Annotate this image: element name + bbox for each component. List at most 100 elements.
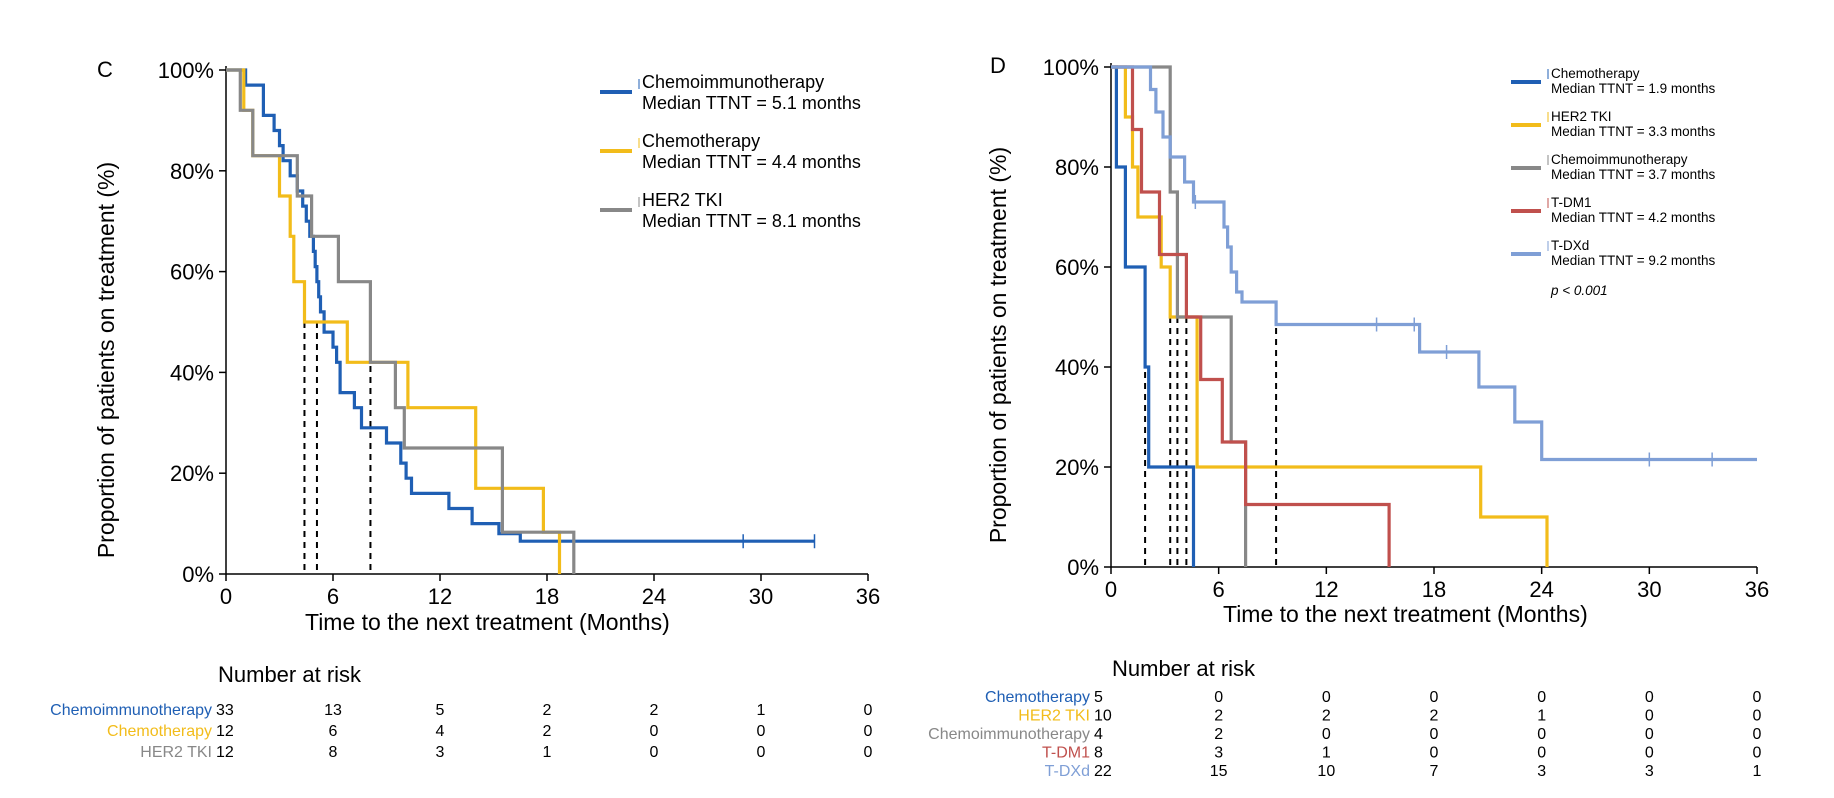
km-curve-chemotherapy: [226, 68, 562, 574]
risk-value: 0: [1430, 745, 1439, 762]
risk-table-title-d: Number at risk: [1112, 656, 1256, 681]
risk-value: 1: [757, 702, 766, 719]
y-tick-label: 40%: [1055, 355, 1099, 380]
km-curve-t-dxd: [1111, 65, 1757, 462]
risk-value: 2: [543, 723, 552, 740]
risk-row-label: HER2 TKI: [1018, 708, 1090, 725]
risk-value: 3: [1645, 763, 1654, 780]
risk-value: 6: [329, 723, 338, 740]
risk-row-label: Chemoimmunotherapy: [928, 726, 1090, 743]
risk-value: 0: [864, 744, 873, 761]
legend-label: Chemoimmunotherapy: [1551, 152, 1688, 167]
y-tick-label: 80%: [170, 159, 214, 184]
legend-label: HER2 TKI: [642, 190, 723, 210]
panel-label-d: D: [990, 53, 1006, 78]
risk-value: 0: [1753, 745, 1762, 762]
y-tick-label: 60%: [170, 260, 214, 285]
risk-value: 3: [1214, 745, 1223, 762]
plot-area-c: 0%20%40%60%80%100%0 6 12 18 24 30 36Chemoimmun…: [50, 58, 880, 761]
legend-median: Median TTNT = 1.9 months: [1551, 81, 1715, 96]
risk-row-label: T-DM1: [1042, 745, 1090, 762]
risk-value: 1: [543, 744, 552, 761]
legend-median: Median TTNT = 8.1 months: [642, 211, 861, 231]
risk-value: 2: [1214, 708, 1223, 725]
risk-value: 1: [1537, 708, 1546, 725]
risk-value: 0: [650, 723, 659, 740]
risk-value: 0: [1537, 745, 1546, 762]
risk-value: 1: [1753, 763, 1762, 780]
risk-value: 0: [650, 744, 659, 761]
risk-value: 0: [1753, 708, 1762, 725]
risk-value: 2: [543, 702, 552, 719]
y-tick-label: 100%: [158, 58, 214, 83]
x-tick-label: 24: [1529, 577, 1553, 602]
risk-value: 13: [324, 702, 342, 719]
y-axis-label-d: Proportion of patients on treatment (%): [985, 147, 1011, 543]
risk-value: 0: [1645, 689, 1654, 706]
risk-value: 2: [1322, 708, 1331, 725]
risk-value: 0: [1322, 726, 1331, 743]
legend-median: Median TTNT = 3.7 months: [1551, 167, 1715, 182]
x-tick-label: 12: [428, 584, 452, 609]
risk-value: 5: [436, 702, 445, 719]
x-tick-label: 6: [327, 584, 339, 609]
km-curve-chemoimmunotherapy: [226, 68, 815, 543]
risk-value: 0: [1753, 689, 1762, 706]
km-curve-her2-tki: [1111, 65, 1549, 567]
y-tick-label: 80%: [1055, 155, 1099, 180]
risk-value: 4: [1094, 726, 1103, 743]
y-tick-label: 0%: [1067, 555, 1099, 580]
risk-value: 12: [216, 744, 234, 761]
x-tick-label: 0: [220, 584, 232, 609]
y-tick-label: 100%: [1043, 55, 1099, 80]
risk-value: 12: [216, 723, 234, 740]
y-tick-label: 0%: [182, 562, 214, 587]
p-value-annotation: p < 0.001: [1550, 283, 1608, 298]
risk-value: 33: [216, 702, 234, 719]
km-curve-chemotherapy: [1111, 65, 1196, 567]
legend-label: T-DM1: [1551, 195, 1592, 210]
risk-value: 3: [436, 744, 445, 761]
legend-median: Median TTNT = 3.3 months: [1551, 124, 1715, 139]
x-tick-label: 18: [1422, 577, 1446, 602]
panel-label-c: C: [97, 57, 113, 82]
risk-value: 0: [1430, 689, 1439, 706]
risk-value: 2: [1214, 726, 1223, 743]
risk-value: 8: [329, 744, 338, 761]
risk-value: 0: [864, 723, 873, 740]
y-tick-label: 20%: [1055, 455, 1099, 480]
risk-row-label: T-DXd: [1045, 763, 1090, 780]
legend-label: Chemoimmunotherapy: [642, 72, 824, 92]
legend-label: Chemotherapy: [1551, 66, 1640, 81]
x-tick-label: 12: [1314, 577, 1338, 602]
risk-value: 0: [1753, 726, 1762, 743]
risk-row-label: Chemotherapy: [985, 689, 1090, 706]
legend-median: Median TTNT = 5.1 months: [642, 93, 861, 113]
risk-table-title-c: Number at risk: [218, 662, 362, 687]
risk-row-label: Chemotherapy: [107, 723, 212, 740]
km-curve-her2-tki: [226, 68, 576, 574]
risk-value: 22: [1094, 763, 1112, 780]
legend-label: HER2 TKI: [1551, 109, 1612, 124]
legend-label: T-DXd: [1551, 238, 1589, 253]
y-tick-label: 40%: [170, 360, 214, 385]
x-tick-label: 30: [749, 584, 773, 609]
x-axis-label-c: Time to the next treatment (Months): [305, 609, 670, 635]
legend-median: Median TTNT = 9.2 months: [1551, 253, 1715, 268]
risk-value: 0: [1645, 708, 1654, 725]
risk-value: 2: [1430, 708, 1439, 725]
risk-row-label: HER2 TKI: [140, 744, 212, 761]
x-tick-label: 18: [535, 584, 559, 609]
legend-median: Median TTNT = 4.4 months: [642, 152, 861, 172]
risk-value: 0: [757, 744, 766, 761]
risk-value: 0: [757, 723, 766, 740]
risk-value: 0: [1430, 726, 1439, 743]
x-tick-label: 36: [856, 584, 880, 609]
risk-value: 0: [1537, 726, 1546, 743]
risk-value: 3: [1537, 763, 1546, 780]
x-tick-label: 36: [1745, 577, 1769, 602]
risk-value: 10: [1317, 763, 1335, 780]
risk-value: 0: [1645, 726, 1654, 743]
legend-median: Median TTNT = 4.2 months: [1551, 210, 1715, 225]
risk-value: 15: [1210, 763, 1228, 780]
